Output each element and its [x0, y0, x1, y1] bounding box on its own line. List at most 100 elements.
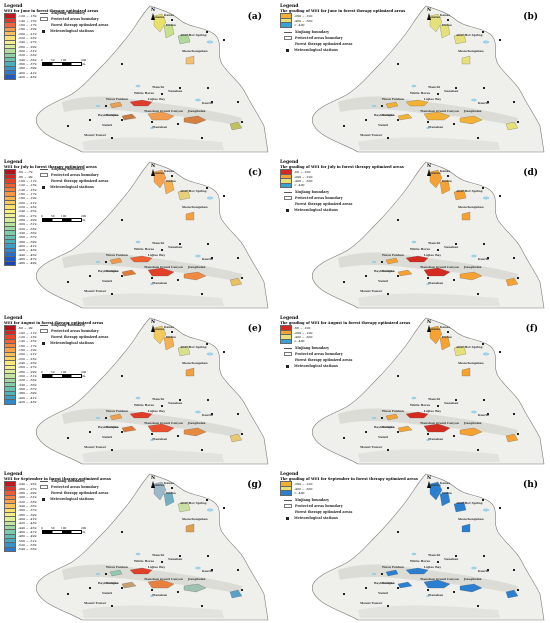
lake [426, 595, 430, 597]
meteorological-station [455, 399, 457, 401]
meteorological-station [343, 125, 345, 127]
meteorological-station [427, 121, 429, 123]
place-label: Tianshan Grand Canyon [144, 265, 183, 269]
meteorological-station [482, 343, 484, 345]
forest-therapy-zone [109, 101, 123, 109]
legend-class-label: -360 ~ -379 [18, 61, 37, 66]
scale-ticks: 0 50 100 200 km [41, 214, 86, 222]
place-label: Jiangbulak [464, 577, 482, 581]
lake [206, 352, 214, 356]
meteorological-station [207, 243, 209, 245]
place-label: Nalati [102, 435, 112, 439]
zone-group [109, 13, 243, 131]
lake-group [95, 40, 214, 129]
scale-tick-label: 0 [41, 370, 43, 374]
arrow-shape [427, 169, 431, 176]
place-label: Mount Tomur [360, 133, 383, 137]
panel-label: (h) [522, 480, 538, 490]
legend-symbol-item: Protected areas boundary [284, 503, 352, 509]
meteorological-station [207, 87, 209, 89]
forest-therapy-zone [453, 345, 467, 357]
place-label: Altai Hot Spring [180, 189, 207, 193]
boundary-line-icon [284, 31, 292, 33]
legend-swatch [280, 182, 292, 188]
meteorological-station [365, 119, 367, 121]
panel-label: (d) [523, 168, 538, 178]
forest-therapy-zone [121, 113, 137, 121]
forest-therapy-zone [397, 113, 413, 121]
legend-symbol-label: Xinjiang boundary [295, 346, 330, 351]
forest-therapy-zone [129, 567, 153, 575]
legend-class-label: -440 ~ -459 [18, 525, 37, 530]
legend-symbol-label: Forest therapy optimized areas [51, 179, 109, 183]
place-label: Shenzhongshan [458, 361, 484, 365]
place-label: Ttanshan [152, 593, 168, 597]
protected-area-box-icon [284, 352, 292, 357]
legend-class-label: -60 ~ -79 [18, 170, 33, 175]
place-label: Nalati [102, 591, 112, 595]
legend-symbol-label: Xinjiang boundary [51, 167, 86, 171]
legend-class-label: -260 ~ -279 [18, 486, 37, 491]
region-outline [311, 473, 545, 621]
legend-class-label: < -400 [294, 183, 305, 188]
place-label: Mount Tomur [360, 601, 383, 605]
legend-class-label: -280 ~ -299 [18, 217, 37, 222]
meteorological-station [453, 123, 455, 125]
place-label: Nalati [378, 591, 388, 595]
place-label: Bayinbuluke [374, 269, 395, 273]
optimized-area-icon [284, 358, 292, 362]
legend-swatch [280, 22, 292, 28]
meteorological-station [111, 137, 113, 139]
optimized-area-icon [40, 335, 48, 339]
place-label: Bayinbuluke [98, 113, 119, 117]
protected-area-box-icon [40, 173, 48, 177]
legend-heading: The grading of WEI for July in forest th… [280, 165, 404, 169]
lake [150, 439, 154, 441]
legend-class-label: -280 ~ -299 [18, 490, 37, 495]
meteorological-station [499, 39, 501, 41]
boundary-line-icon [40, 12, 48, 14]
forest-therapy-zone [429, 481, 443, 501]
forest-therapy-zone [459, 115, 483, 125]
map-panel-a: Legend WEI for June in forest therapy op… [2, 2, 272, 155]
lake [206, 196, 214, 200]
place-label: Nanshan [168, 557, 183, 561]
place-label: Tianchi [428, 85, 441, 89]
region-outline [311, 5, 545, 153]
legend-symbol-label: Protected areas boundary [295, 504, 343, 509]
lake-group [371, 508, 490, 597]
map-canvas [311, 161, 545, 309]
place-label: Jiangbulak [188, 577, 206, 581]
legend-symbol-label: Meteorological stations [50, 341, 94, 345]
forest-therapy-zone [453, 501, 467, 513]
relief-band-tianshan [338, 564, 518, 594]
protected-area-box-icon [284, 504, 292, 509]
meteorological-station [381, 105, 383, 107]
forest-therapy-zone [153, 481, 167, 501]
meteorological-station [482, 31, 484, 33]
meteorological-station [237, 569, 239, 571]
meteorological-station [177, 591, 179, 593]
legend-class-label: -400 ~ -300 [294, 18, 313, 23]
meteorological-station [206, 187, 208, 189]
meteorological-station [121, 119, 123, 121]
relief-band-kunlun [82, 293, 224, 306]
meteorological-station [387, 605, 389, 607]
meteorological-station [365, 587, 367, 589]
meteorological-station [151, 277, 153, 279]
forest-therapy-zone [163, 23, 175, 39]
meteorological-station [437, 93, 439, 95]
legend-symbol-item: Protected areas boundary [40, 484, 108, 490]
optimized-area-icon [40, 491, 48, 495]
place-label: Bayinbuluke [374, 425, 395, 429]
place-label: Shenzhongshan [458, 49, 484, 53]
legend-class-label: -180 ~ -199 [18, 27, 37, 32]
place-label: Kuerle [202, 257, 213, 261]
meteorological-station [487, 569, 489, 571]
station-group [343, 19, 519, 139]
place-label: Kanas [440, 13, 450, 17]
legend-class-label: -80 ~ -99 [18, 174, 33, 179]
place-label: Tianchi [152, 553, 165, 557]
forest-therapy-zone [429, 325, 443, 345]
legend-class-label: -540 ~ -559 [18, 547, 37, 552]
